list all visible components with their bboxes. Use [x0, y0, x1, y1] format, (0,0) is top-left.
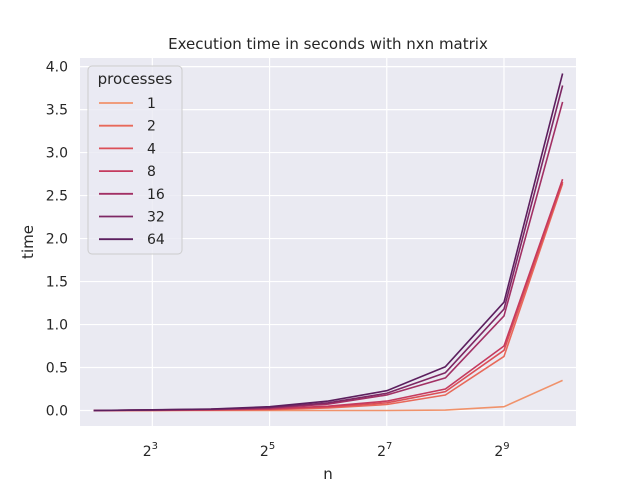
y-tick-label: 3.0: [46, 146, 68, 162]
x-tick-base: 2: [260, 444, 269, 460]
y-tick-label: 1.5: [46, 275, 68, 291]
x-tick-exponent: 5: [269, 441, 275, 452]
y-tick-label: 2.0: [46, 232, 68, 248]
legend: processes 1 2 4 8 16 32 64: [87, 65, 183, 255]
series-line-64: [93, 73, 564, 412]
y-tick-label: 2.5: [46, 189, 68, 205]
legend-label: 2: [147, 119, 156, 135]
x-tick-base: 2: [377, 444, 386, 460]
x-tick-exponent: 9: [503, 441, 509, 452]
x-tick-base: 2: [143, 444, 152, 460]
x-tick-exponent: 7: [386, 441, 392, 452]
legend-box: [87, 65, 183, 255]
series-lines: [93, 73, 564, 412]
legend-items: 1 2 4 8 16 32 64: [99, 96, 165, 248]
y-tick-label: 4.0: [46, 60, 68, 76]
legend-label: 16: [147, 187, 165, 203]
y-axis-ticks: 0.0 0.5 1.0 1.5 2.0 2.5 3.0 3.5 4.0: [46, 60, 68, 420]
x-tick-label: 27: [377, 441, 392, 460]
legend-label: 8: [147, 164, 156, 180]
x-tick-label: 25: [260, 441, 275, 460]
y-axis-label: time: [19, 225, 37, 259]
x-tick-exponent: 3: [152, 441, 158, 452]
y-tick-label: 1.0: [46, 318, 68, 334]
x-tick-base: 2: [494, 444, 503, 460]
legend-label: 1: [147, 96, 156, 112]
x-axis-label: n: [323, 465, 333, 480]
chart-title: Execution time in seconds with nxn matri…: [168, 35, 488, 53]
x-axis-ticks: 23 25 27 29: [143, 441, 510, 460]
legend-label: 32: [147, 210, 165, 226]
y-tick-label: 0.5: [46, 361, 68, 377]
x-tick-label: 23: [143, 441, 158, 460]
x-tick-label: 29: [494, 441, 509, 460]
y-tick-label: 3.5: [46, 103, 68, 119]
legend-label: 64: [147, 232, 165, 248]
y-tick-label: 0.0: [46, 404, 68, 420]
legend-title: processes: [98, 70, 173, 88]
legend-label: 4: [147, 141, 156, 157]
